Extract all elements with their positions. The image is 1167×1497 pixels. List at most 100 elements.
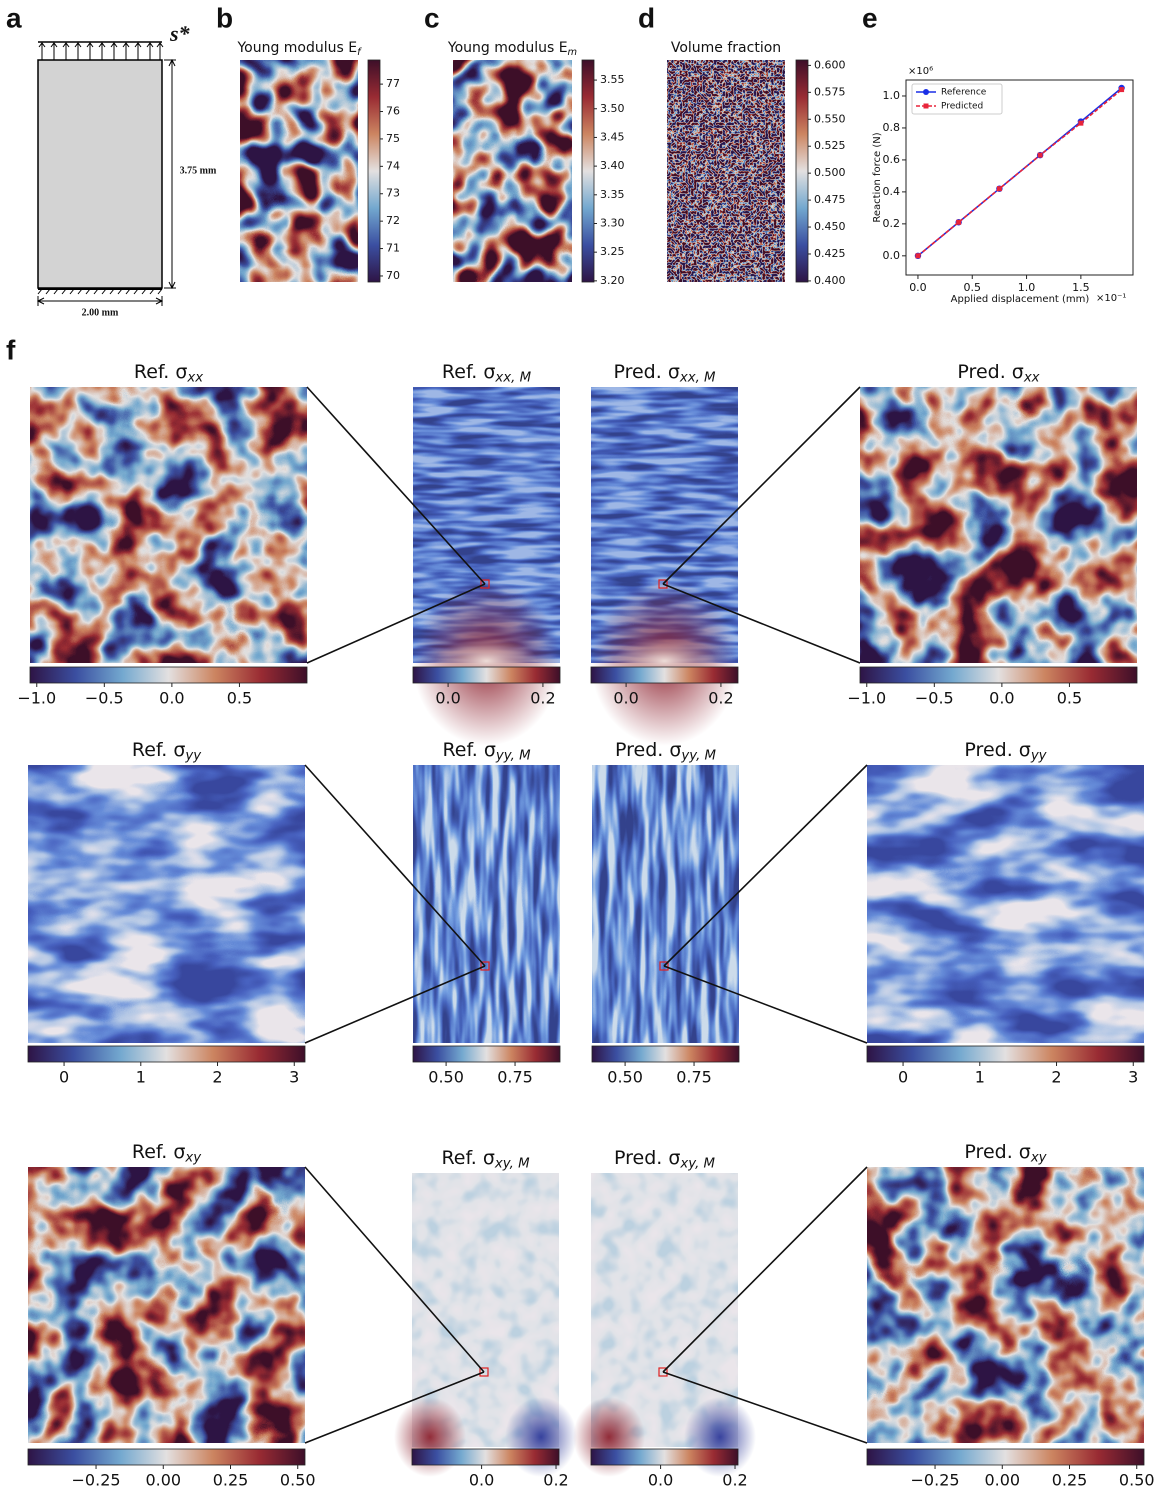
x-axis-label: Applied displacement (mm) [951,294,1090,305]
panel-title: Pred. σyy, M [615,739,717,764]
x-tick-label: 1.0 [1018,281,1036,294]
colorbar-tick-label: 3.20 [600,274,625,287]
title-subscript: yy, M [495,749,531,764]
panel-title: Volume fraction [671,40,781,56]
title-text: Ref. σ [132,739,185,761]
field-image [667,60,785,282]
colorbar-tick-label: 73 [386,187,400,200]
colorbar-tick-label: 0.0 [469,1471,494,1490]
colorbar-tick-label: 3.30 [600,216,625,229]
title-subscript: xx [186,371,203,386]
colorbar-tick-label: 76 [386,105,400,118]
colorbar-tick-label: 1 [975,1068,985,1087]
colorbar-tick-label: 75 [386,132,400,145]
panel-title: Ref. σxy, M [441,1147,530,1172]
colorbar-tick-label: 0.50 [607,1068,643,1087]
colorbar-tick-label: 0.400 [814,274,846,287]
title-text: Ref. σ [134,361,187,383]
x-multiplier: ×10⁻¹ [1096,293,1126,304]
colorbar-tick-label: 1 [136,1068,146,1087]
field-image [860,387,1137,663]
colorbar [591,1449,738,1465]
legend-marker [924,104,929,109]
panel-title: Pred. σxy [964,1141,1047,1166]
field-image [592,765,739,1043]
field-image [413,765,560,1043]
colorbar-tick-label: −1.0 [847,689,886,708]
y-tick-label: 0.0 [883,249,901,262]
data-point [1078,121,1083,126]
colorbar-tick-label: 74 [386,159,400,172]
load-label: s* [169,21,191,46]
data-point [1119,87,1124,92]
colorbar [592,1046,739,1062]
height-dimension [164,60,176,288]
colorbar-tick-label: 0.0 [989,689,1014,708]
colorbar [867,1449,1144,1465]
field-image [28,1167,305,1443]
colorbar [413,1046,560,1062]
colorbar-tick-label: 0.525 [814,139,846,152]
y-tick-label: 0.2 [883,217,901,230]
y-tick-label: 0.4 [883,185,901,198]
y-tick-label: 1.0 [883,89,901,102]
field-image [867,765,1144,1043]
panel-label: e [862,2,878,33]
title-text: Pred. σ [613,361,679,383]
colorbar-tick-label: 0.50 [280,1471,316,1490]
panel-label: c [424,2,440,33]
colorbar-tick-label: 0.575 [814,85,846,98]
panel-title: Ref. σyy, M [442,739,531,764]
colorbar-tick-label: 0.425 [814,247,846,260]
colorbar [413,667,560,683]
colorbar-tick-label: 72 [386,214,400,227]
width-label: 2.00 mm [82,307,119,318]
title-text: Volume fraction [671,40,781,56]
colorbar-tick-label: 0.550 [814,112,846,125]
title-text: Pred. σ [964,1141,1030,1163]
colorbar [796,60,808,282]
title-text: Pred. σ [615,739,681,761]
colorbar-tick-label: 0.600 [814,58,846,71]
colorbar-tick-label: 3.45 [600,130,625,143]
title-subscript: f [357,47,362,58]
colorbar-tick-label: 3.50 [600,102,625,115]
colorbar-tick-label: 0.00 [984,1471,1020,1490]
field-image [867,1167,1144,1443]
data-point [915,253,920,258]
title-text: Ref. σ [442,361,495,383]
y-multiplier: ×10⁶ [908,66,933,77]
colorbar-tick-label: 0.0 [648,1471,673,1490]
x-tick-label: 0.0 [909,281,927,294]
colorbar-tick-label: 77 [386,77,400,90]
colorbar-tick-label: 0.0 [613,689,638,708]
data-point [956,220,961,225]
panel-title: Young modulus Ef [236,40,362,58]
colorbar-tick-label: 0.50 [428,1068,464,1087]
title-text: Ref. σ [132,1141,185,1163]
colorbar-tick-label: 3.25 [600,245,625,258]
colorbar-tick-label: 0.500 [814,166,846,179]
colorbar-tick-label: 0.00 [145,1471,181,1490]
title-subscript: xy, M [679,1157,715,1172]
colorbar-tick-label: 0.475 [814,193,846,206]
colorbar-tick-label: −0.25 [72,1471,121,1490]
title-text: Pred. σ [957,361,1023,383]
colorbar-tick-label: 0.450 [814,220,846,233]
legend-marker [923,89,929,95]
panel-title: Ref. σxy [132,1141,202,1166]
panel-label: a [6,2,22,33]
colorbar [28,1046,305,1062]
colorbar-tick-label: 0 [59,1068,69,1087]
colorbar-tick-label: 3 [289,1068,299,1087]
panel-title: Ref. σxx [134,361,203,386]
figure: a b c d e f s* 3.75 mm 2.00 mm Young mod… [0,0,1167,1497]
colorbar [30,667,307,683]
title-subscript: xy, M [494,1157,530,1172]
colorbar-tick-label: 0.25 [213,1471,249,1490]
panel-title: Ref. σxx, M [442,361,532,386]
panel-title: Pred. σxx [957,361,1039,386]
colorbar-tick-label: 71 [386,242,400,255]
load-arrows [42,43,160,60]
data-point [1038,153,1043,158]
